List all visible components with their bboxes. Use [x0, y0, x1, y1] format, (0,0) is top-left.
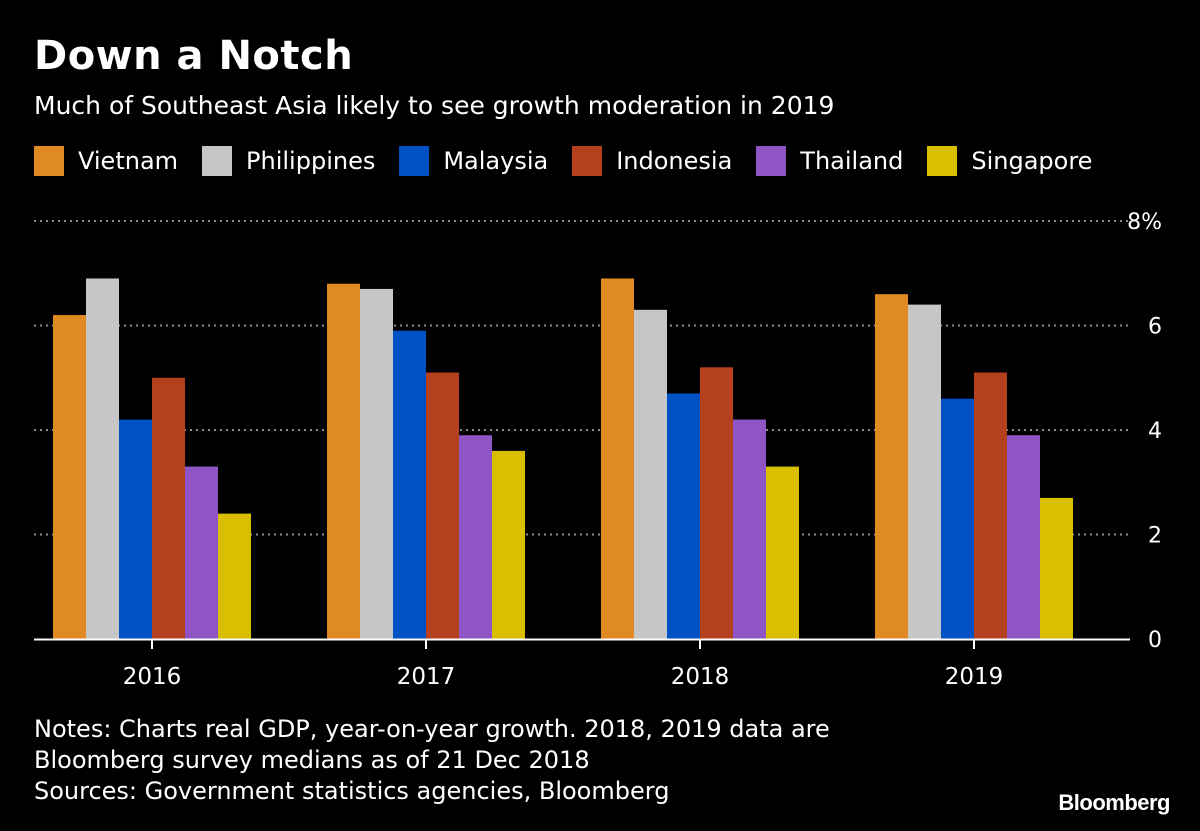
legend-item-vietnam: Vietnam: [34, 146, 178, 176]
bar-indonesia-2017: [426, 372, 459, 639]
notes: Notes: Charts real GDP, year-on-year gro…: [34, 714, 830, 807]
legend-label: Malaysia: [443, 147, 549, 175]
bar-indonesia-2016: [152, 377, 185, 639]
legend-swatch: [572, 146, 603, 176]
bar-singapore-2019: [1040, 497, 1073, 639]
notes-line-1: Notes: Charts real GDP, year-on-year gro…: [34, 715, 830, 743]
bar-singapore-2016: [218, 513, 251, 639]
bar-thailand-2019: [1007, 435, 1040, 639]
legend: Vietnam Philippines Malaysia Indonesia Thail…: [34, 144, 1116, 178]
bar-vietnam-2018: [601, 278, 634, 639]
x-tick-label: 2017: [397, 664, 456, 690]
bar-chart: 0 2 4 6 8% 2016 2017 2018 2019: [34, 210, 1162, 690]
legend-item-indonesia: Indonesia: [572, 146, 732, 176]
y-tick-label: 0: [1148, 628, 1162, 653]
legend-item-philippines: Philippines: [202, 146, 375, 176]
x-tick-label: 2019: [945, 664, 1004, 690]
bar-malaysia-2017: [393, 330, 426, 639]
legend-label: Philippines: [246, 147, 376, 175]
x-tick-label: 2018: [671, 664, 730, 690]
bar-malaysia-2016: [119, 419, 152, 639]
notes-line-2: Bloomberg survey medians as of 21 Dec 20…: [34, 746, 590, 774]
legend-item-thailand: Thailand: [756, 146, 903, 176]
bar-vietnam-2017: [327, 283, 360, 639]
bar-thailand-2016: [185, 466, 218, 639]
x-tick-label: 2016: [123, 664, 182, 690]
legend-label: Vietnam: [78, 147, 179, 175]
bar-thailand-2018: [733, 419, 766, 639]
chart-title: Down a Notch: [34, 33, 354, 79]
legend-label: Indonesia: [616, 147, 733, 175]
legend-swatch: [34, 146, 64, 176]
bar-thailand-2017: [459, 435, 492, 639]
y-tick-label: 2: [1148, 524, 1162, 549]
legend-swatch: [399, 146, 430, 176]
y-tick-label: 8%: [1127, 210, 1162, 235]
legend-swatch: [756, 146, 787, 176]
bar-vietnam-2016: [53, 315, 86, 639]
bar-indonesia-2018: [700, 367, 733, 639]
bar-singapore-2018: [766, 466, 799, 639]
bloomberg-logo: Bloomberg: [1058, 790, 1170, 815]
y-tick-label: 4: [1148, 419, 1162, 444]
bar-philippines-2019: [908, 304, 941, 639]
bar-indonesia-2019: [974, 372, 1007, 639]
legend-item-malaysia: Malaysia: [399, 146, 548, 176]
bar-vietnam-2019: [875, 294, 908, 639]
bar-malaysia-2018: [667, 393, 700, 639]
legend-swatch: [927, 146, 958, 176]
bar-singapore-2017: [492, 450, 525, 639]
bar-philippines-2017: [360, 288, 393, 639]
legend-label: Thailand: [800, 147, 904, 175]
y-tick-label: 6: [1148, 315, 1162, 340]
bar-malaysia-2019: [941, 398, 974, 639]
bar-philippines-2016: [86, 278, 119, 639]
sources-line: Sources: Government statistics agencies,…: [34, 777, 670, 805]
chart-subtitle: Much of Southeast Asia likely to see gro…: [34, 91, 835, 120]
legend-label: Singapore: [971, 147, 1093, 175]
legend-swatch: [202, 146, 233, 176]
legend-item-singapore: Singapore: [927, 146, 1092, 176]
bar-philippines-2018: [634, 309, 667, 639]
